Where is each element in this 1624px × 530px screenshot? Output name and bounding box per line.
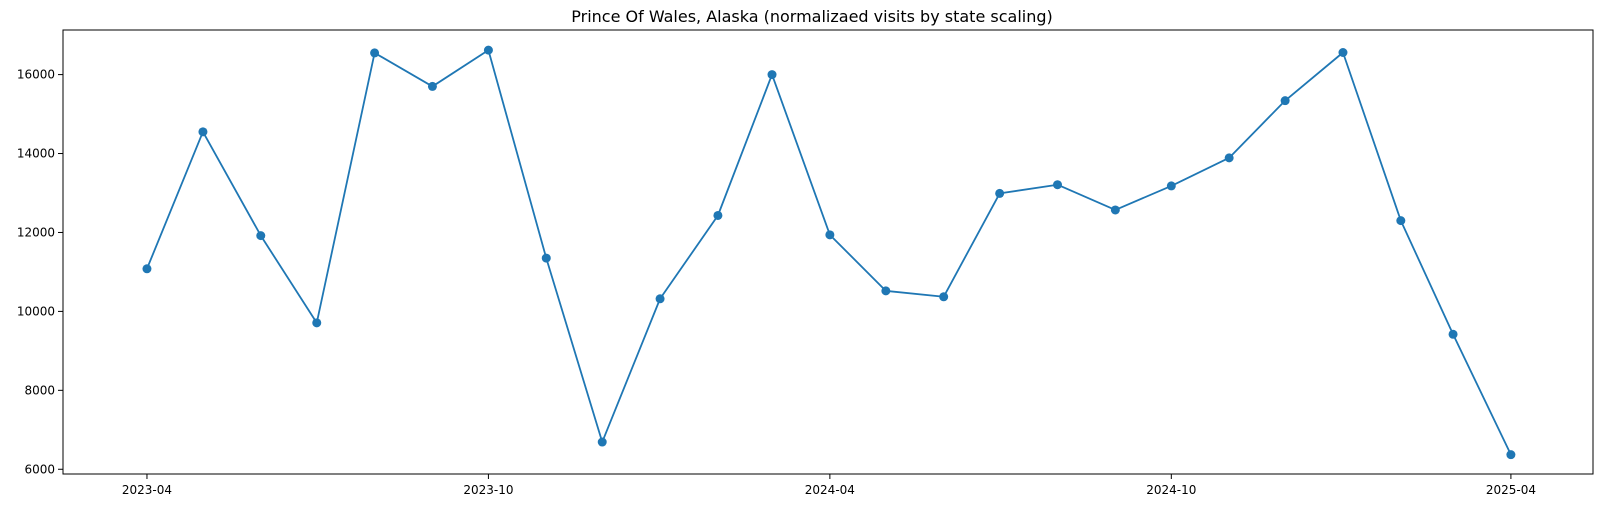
- data-point: [995, 188, 1005, 198]
- x-tick-label: 2023-04: [122, 483, 172, 497]
- data-point: [1448, 329, 1458, 339]
- x-tick-label: 2024-04: [805, 483, 855, 497]
- data-point: [142, 264, 152, 274]
- data-point: [1338, 47, 1348, 57]
- x-tick-label: 2025-04: [1486, 483, 1536, 497]
- data-point: [1506, 450, 1516, 460]
- series-line: [146, 49, 1512, 456]
- data-point: [939, 292, 949, 302]
- y-axis: 6000 8000 10000 12000 14000 16000: [17, 68, 63, 476]
- data-point: [767, 70, 777, 80]
- chart-title: Prince Of Wales, Alaska (normalizaed vis…: [571, 7, 1053, 26]
- data-point: [198, 127, 208, 137]
- data-point: [825, 230, 835, 240]
- data-point: [713, 210, 723, 220]
- data-point: [1224, 153, 1234, 163]
- data-point: [427, 81, 437, 91]
- data-point: [597, 437, 607, 447]
- data-point: [1166, 181, 1176, 191]
- data-point: [1110, 205, 1120, 215]
- x-axis: 2023-04 2023-10 2024-04 2024-10 2025-04: [122, 474, 1536, 497]
- y-tick-label: 14000: [17, 147, 55, 161]
- y-tick-label: 12000: [17, 225, 55, 239]
- data-point: [256, 231, 266, 241]
- y-tick-label: 8000: [24, 383, 55, 397]
- data-point: [1280, 96, 1290, 106]
- x-tick-label: 2023-10: [463, 483, 513, 497]
- series-layer: [142, 45, 1516, 460]
- y-tick-label: 16000: [17, 68, 55, 82]
- data-point: [312, 318, 322, 328]
- data-point: [1396, 216, 1406, 226]
- x-tick-label: 2024-10: [1146, 483, 1196, 497]
- data-point: [1053, 180, 1062, 190]
- data-point: [541, 253, 551, 263]
- plot-frame: [62, 29, 1594, 475]
- data-point: [370, 48, 380, 58]
- data-point: [483, 45, 493, 55]
- y-tick-label: 6000: [24, 462, 55, 476]
- data-point: [655, 294, 665, 304]
- data-point: [881, 286, 891, 296]
- y-tick-label: 10000: [17, 304, 55, 318]
